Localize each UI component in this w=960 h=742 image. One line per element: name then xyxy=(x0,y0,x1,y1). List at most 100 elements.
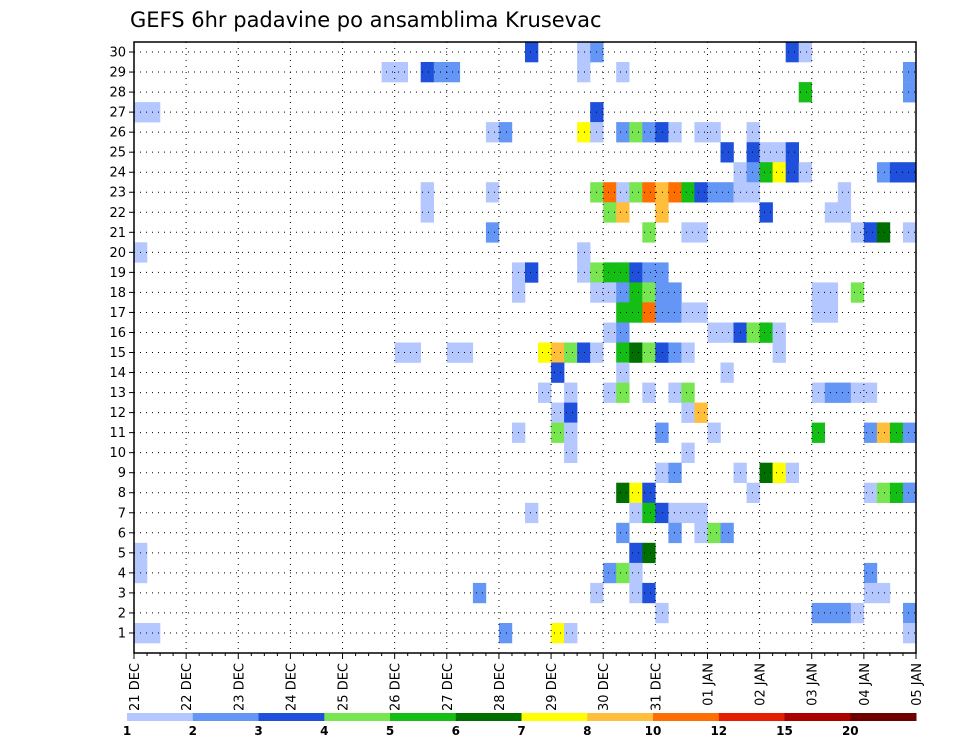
cell-member-15-step-20 xyxy=(394,342,408,363)
cell-member-19-step-37 xyxy=(616,262,630,283)
cell-member-26-step-44 xyxy=(707,122,721,143)
x-axis-ticks: 21 DEC 22 DEC 23 DEC 24 DEC 25 DEC 26 DEC 27 D… xyxy=(128,653,925,711)
cell-member-4-step-56 xyxy=(863,562,878,584)
legend-swatch-8 xyxy=(653,713,720,721)
cell-member-12-step-43 xyxy=(694,402,708,423)
ytick-label-5: 5 xyxy=(118,546,126,561)
legend-swatch-10 xyxy=(784,713,851,721)
cell-member-23-step-43 xyxy=(694,182,708,203)
cell-member-8-step-37 xyxy=(616,482,630,503)
legend-label-10: 15 xyxy=(776,724,793,738)
cell-member-18-step-41 xyxy=(668,282,682,303)
cell-member-11-step-57 xyxy=(876,422,891,443)
cell-member-26-step-40 xyxy=(655,122,669,143)
cell-member-11-step-33 xyxy=(564,422,578,443)
cell-member-7-step-39 xyxy=(642,502,656,524)
cell-member-3-step-26 xyxy=(472,582,487,604)
cell-member-13-step-53 xyxy=(824,382,839,403)
cell-member-18-step-39 xyxy=(642,282,656,303)
cell-member-7-step-41 xyxy=(668,502,682,524)
cell-member-26-step-27 xyxy=(485,122,500,143)
xtick-label-15: 05 JAN xyxy=(910,663,925,706)
cell-member-8-step-38 xyxy=(629,482,643,503)
xtick-label-9: 30 DEC xyxy=(597,663,612,711)
legend-swatch-9 xyxy=(718,713,785,721)
cell-member-3-step-56 xyxy=(863,582,878,604)
cell-member-16-step-48 xyxy=(759,322,773,343)
cell-member-24-step-47 xyxy=(746,162,760,183)
cell-member-24-step-51 xyxy=(798,162,812,183)
legend-label-11: 20 xyxy=(842,724,859,738)
ytick-label-18: 18 xyxy=(109,286,126,301)
cell-member-29-step-20 xyxy=(394,62,408,83)
cell-member-2-step-55 xyxy=(850,602,865,624)
ytick-label-16: 16 xyxy=(109,326,126,341)
cell-member-3-step-57 xyxy=(876,582,891,604)
cell-member-12-step-32 xyxy=(551,402,565,423)
cell-member-21-step-42 xyxy=(681,222,695,243)
ytick-label-10: 10 xyxy=(109,446,126,461)
cell-member-28-step-59 xyxy=(903,82,917,103)
cell-member-24-step-59 xyxy=(903,162,917,183)
cell-member-24-step-49 xyxy=(772,162,786,183)
cell-member-21-step-57 xyxy=(876,222,891,243)
cell-member-24-step-57 xyxy=(876,162,891,183)
cell-member-13-step-37 xyxy=(616,382,630,403)
cell-member-17-step-38 xyxy=(629,302,643,323)
cell-member-14-step-32 xyxy=(551,362,565,383)
cell-member-11-step-44 xyxy=(707,422,721,443)
xtick-label-14: 04 JAN xyxy=(858,663,873,706)
cell-member-1-step-32 xyxy=(551,623,565,644)
cell-member-7-step-38 xyxy=(629,502,643,524)
cell-member-4-step-37 xyxy=(616,562,630,584)
ytick-label-1: 1 xyxy=(118,626,126,641)
cell-member-19-step-34 xyxy=(577,262,591,283)
cell-member-4-step-38 xyxy=(629,562,643,584)
cell-member-29-step-34 xyxy=(577,62,591,83)
cell-member-16-step-47 xyxy=(746,322,760,343)
cell-member-9-step-50 xyxy=(785,462,799,483)
ytick-label-2: 2 xyxy=(118,606,126,621)
cell-member-23-step-54 xyxy=(837,182,852,203)
cell-member-19-step-39 xyxy=(642,262,656,283)
ytick-label-9: 9 xyxy=(118,466,126,481)
xtick-label-7: 28 DEC xyxy=(493,663,508,711)
plot-frame xyxy=(133,41,917,654)
ytick-label-29: 29 xyxy=(109,66,126,81)
legend-label-3: 4 xyxy=(320,724,328,738)
cell-member-29-step-59 xyxy=(903,62,917,83)
cell-member-1-step-28 xyxy=(498,623,513,644)
cell-member-8-step-56 xyxy=(863,482,878,503)
xtick-label-13: 03 JAN xyxy=(806,663,821,706)
grid-lines xyxy=(134,42,916,653)
cell-member-15-step-21 xyxy=(407,342,421,363)
cell-member-15-step-24 xyxy=(446,342,461,363)
cell-member-21-step-55 xyxy=(850,222,865,243)
ytick-label-20: 20 xyxy=(109,246,126,261)
legend-label-4: 5 xyxy=(386,724,394,738)
cell-member-28-step-51 xyxy=(798,82,812,103)
cell-member-18-step-53 xyxy=(824,282,839,303)
cell-member-25-step-50 xyxy=(785,142,799,163)
cell-member-15-step-42 xyxy=(681,342,695,363)
cell-member-7-step-42 xyxy=(681,502,695,524)
cell-member-7-step-43 xyxy=(694,502,708,524)
cell-member-23-step-45 xyxy=(720,182,734,203)
cell-member-6-step-41 xyxy=(668,522,682,544)
cell-member-16-step-45 xyxy=(720,322,734,343)
ytick-label-22: 22 xyxy=(109,206,126,221)
legend-label-7: 8 xyxy=(583,724,591,738)
cell-member-15-step-25 xyxy=(459,342,474,363)
cell-member-8-step-47 xyxy=(746,482,760,503)
cell-member-21-step-27 xyxy=(485,222,500,243)
cell-member-15-step-41 xyxy=(668,342,682,363)
cell-member-27-step-1 xyxy=(147,102,161,123)
cell-member-24-step-48 xyxy=(759,162,773,183)
cell-member-15-step-33 xyxy=(564,342,578,363)
cell-member-11-step-59 xyxy=(903,422,917,443)
cell-member-30-step-30 xyxy=(525,42,539,63)
cell-member-15-step-39 xyxy=(642,342,656,363)
ytick-label-23: 23 xyxy=(109,186,126,201)
cell-member-13-step-42 xyxy=(681,382,695,403)
cell-member-23-step-22 xyxy=(420,182,434,203)
